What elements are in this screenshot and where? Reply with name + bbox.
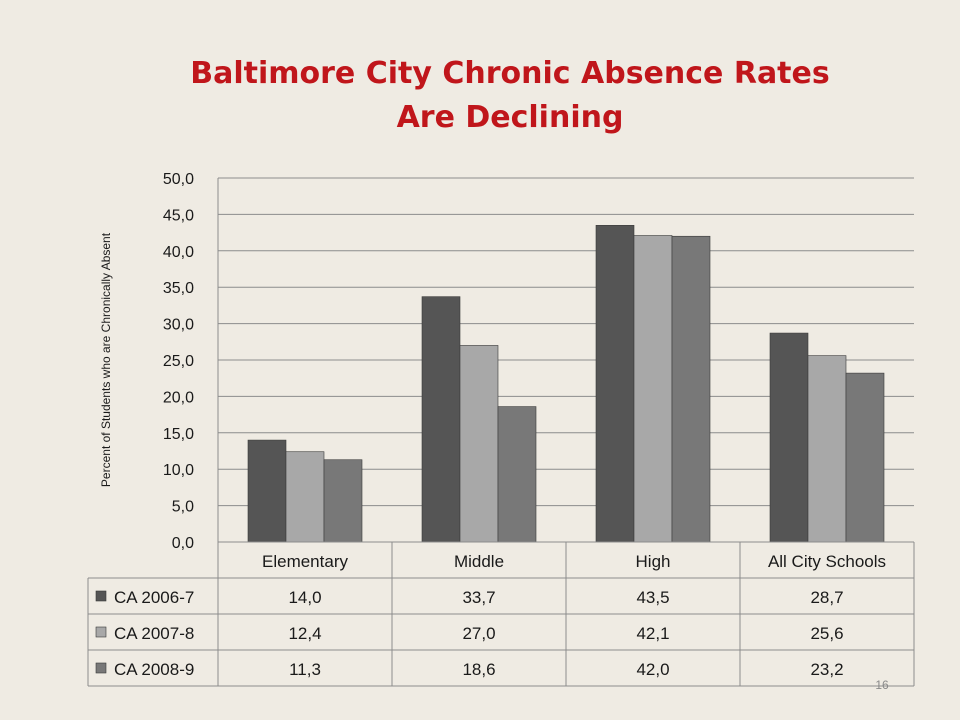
y-tick-label: 50,0 xyxy=(163,171,194,188)
legend-swatch xyxy=(95,662,107,674)
y-tick-label: 10,0 xyxy=(163,462,194,479)
bar xyxy=(497,406,537,543)
data-label: 27,0 xyxy=(462,624,495,643)
y-tick-label: 5,0 xyxy=(172,499,194,516)
data-label: 23,2 xyxy=(810,660,843,679)
y-tick-label: 35,0 xyxy=(163,280,194,297)
data-label: 42,0 xyxy=(636,660,669,679)
data-label: 25,6 xyxy=(810,624,843,643)
legend-swatch xyxy=(95,590,107,602)
title-line-2: Are Declining xyxy=(396,100,624,135)
bar xyxy=(595,225,635,543)
bar xyxy=(323,459,363,543)
y-tick-label: 15,0 xyxy=(163,426,194,443)
data-label: 42,1 xyxy=(636,624,669,643)
data-label: 12,4 xyxy=(288,624,321,643)
category-label: Middle xyxy=(454,552,504,571)
category-label: Elementary xyxy=(262,552,348,571)
bar xyxy=(845,372,885,543)
bar xyxy=(247,439,287,543)
bar xyxy=(421,296,461,543)
y-tick-label: 45,0 xyxy=(163,207,194,224)
bar xyxy=(633,235,673,543)
legend-label: CA 2007-8 xyxy=(114,624,194,643)
data-label: 11,3 xyxy=(289,660,321,679)
category-label: High xyxy=(636,552,671,571)
title-line-1: Baltimore City Chronic Absence Rates xyxy=(190,56,830,91)
legend-swatch xyxy=(95,626,107,638)
legend-label: CA 2008-9 xyxy=(114,660,194,679)
bar xyxy=(807,355,847,543)
category-label: All City Schools xyxy=(768,552,886,571)
bar xyxy=(285,451,325,543)
bar xyxy=(671,235,711,543)
y-axis-label: Percent of Students who are Chronically … xyxy=(99,232,113,487)
data-label: 28,7 xyxy=(810,588,843,607)
bar xyxy=(459,345,499,543)
data-label: 33,7 xyxy=(462,588,495,607)
y-tick-label: 20,0 xyxy=(163,389,194,406)
chart-title: Baltimore City Chronic Absence Rates Are… xyxy=(0,52,960,140)
y-tick-label: 25,0 xyxy=(163,353,194,370)
y-tick-label: 30,0 xyxy=(163,317,194,334)
data-label: 14,0 xyxy=(288,588,321,607)
y-tick-label: 0,0 xyxy=(172,535,194,552)
legend-label: CA 2006-7 xyxy=(114,588,194,607)
data-label: 43,5 xyxy=(636,588,669,607)
slide-number: 16 xyxy=(875,678,889,692)
data-label: 18,6 xyxy=(462,660,495,679)
y-tick-label: 40,0 xyxy=(163,244,194,261)
bar xyxy=(769,332,809,543)
